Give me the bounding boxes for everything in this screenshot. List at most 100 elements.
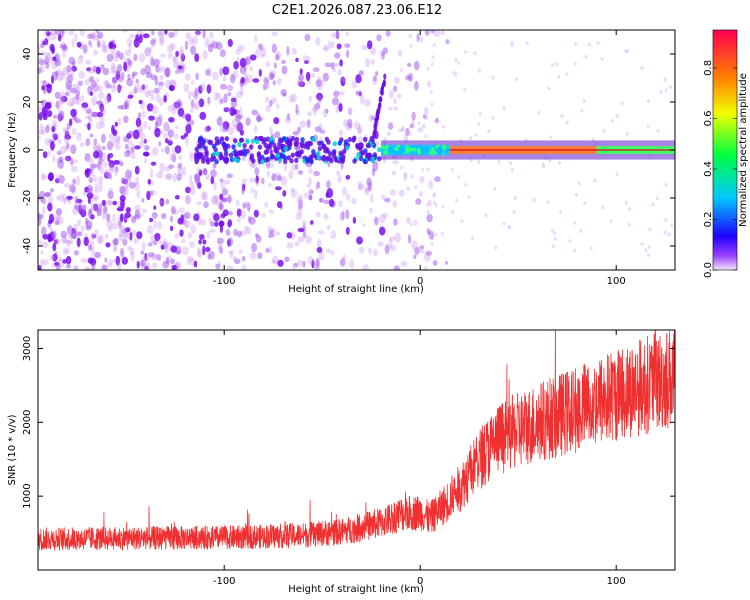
spectrogram-noise-blob xyxy=(271,173,277,181)
spectrogram-noise-blob xyxy=(185,186,191,194)
spectrogram-noise-blob xyxy=(237,121,243,132)
spectrogram-noise-blob xyxy=(99,166,104,175)
spectrogram-noise-blob xyxy=(98,234,104,244)
spectrogram-noise-blob xyxy=(69,184,76,193)
spectrogram-noise-blob xyxy=(43,30,49,36)
spectrogram-cluster-blob xyxy=(223,151,229,157)
spectrogram-noise-blob xyxy=(141,83,149,91)
signal-transition-blob xyxy=(430,147,435,152)
spectrogram-cluster-blob xyxy=(343,139,349,145)
spectrogram-cluster-blob xyxy=(223,157,228,163)
spectrogram-cluster-blob xyxy=(344,145,350,151)
spectrogram-noise-blob xyxy=(409,123,415,129)
spectrogram-noise-blob xyxy=(69,118,73,126)
spectrogram-noise-blob xyxy=(200,191,207,201)
spectrogram-noise-blob xyxy=(99,115,105,125)
spectrogram-noise-blob xyxy=(370,59,375,65)
spectrogram-noise-blob xyxy=(65,80,73,90)
spectrogram-noise-blob xyxy=(151,212,158,219)
spectrogram-x-label: Height of straight line (km) xyxy=(288,284,424,295)
spectrogram-noise-blob xyxy=(254,233,259,238)
spectrogram-noise-blob xyxy=(158,141,162,147)
spectrogram-noise-blob xyxy=(276,201,283,209)
spectrogram-noise-blob xyxy=(240,77,245,85)
spectrogram-noise-blob xyxy=(87,85,93,95)
spectrogram-noise-blob xyxy=(245,56,251,66)
spectrogram-faint-blob xyxy=(497,159,501,164)
spectrogram-noise-blob xyxy=(196,167,201,174)
spectrogram-noise-blob xyxy=(49,43,55,52)
spectrogram-noise-blob xyxy=(103,45,109,54)
spectrogram-noise-blob xyxy=(95,66,101,75)
spectrogram-noise-blob xyxy=(164,145,170,155)
spectrogram-faint-blob xyxy=(625,131,629,136)
spectrogram-cluster-blob xyxy=(203,145,208,151)
spectrogram-cluster-blob xyxy=(249,153,255,159)
spectrogram-noise-blob xyxy=(415,198,422,205)
spectrogram-cluster-blob xyxy=(214,140,219,146)
spectrogram-noise-blob xyxy=(202,50,208,60)
spectrogram-noise-blob xyxy=(227,38,233,48)
spectrogram-noise-blob xyxy=(183,83,190,92)
spectrogram-faint-blob xyxy=(551,244,555,249)
spectrogram-faint-blob xyxy=(478,111,482,116)
spectrogram-noise-blob xyxy=(356,236,363,245)
spectrogram-noise-blob xyxy=(64,155,69,162)
spectrogram-noise-blob xyxy=(103,205,108,215)
spectrogram-streak-blob xyxy=(378,96,382,103)
spectrogram-noise-blob xyxy=(106,83,112,89)
spectrogram-noise-blob xyxy=(108,259,113,266)
spectrogram-noise-blob xyxy=(208,218,213,223)
spectrogram-noise-blob xyxy=(330,62,336,70)
spectrogram-noise-blob xyxy=(306,183,311,188)
spectrogram-noise-blob xyxy=(185,194,191,205)
spectrogram-noise-blob xyxy=(202,191,209,201)
spectrogram-noise-blob xyxy=(186,256,191,266)
spectrogram-noise-blob xyxy=(63,247,68,256)
spectrogram-noise-blob xyxy=(268,162,274,169)
spectrogram-cluster-blob xyxy=(300,137,305,143)
signal-transition-blob xyxy=(405,149,410,154)
spectrogram-noise-blob xyxy=(246,202,251,212)
spectrogram-noise-blob xyxy=(86,106,92,115)
spectrogram-noise-blob xyxy=(305,235,312,244)
spectrogram-noise-blob xyxy=(337,175,342,183)
spectrogram-noise-blob xyxy=(67,198,72,205)
spectrogram-noise-blob xyxy=(111,258,116,264)
spectrogram-noise-blob xyxy=(60,230,68,239)
spectrogram-noise-blob xyxy=(234,258,241,265)
spectrogram-noise-blob xyxy=(215,41,223,50)
spectrogram-noise-blob xyxy=(116,76,124,83)
spectrogram-cluster-blob xyxy=(260,159,265,165)
spectrogram-noise-blob xyxy=(291,93,297,103)
spectrogram-noise-blob xyxy=(89,43,93,48)
spectrogram-noise-blob xyxy=(266,246,273,254)
spectrogram-noise-blob xyxy=(96,78,100,83)
spectrogram-noise-blob xyxy=(87,196,91,205)
signal-transition-blob xyxy=(384,150,389,155)
spectrogram-noise-blob xyxy=(434,117,440,124)
spectrogram-noise-blob xyxy=(89,166,94,173)
spectrogram-noise-blob xyxy=(188,152,194,158)
spectrogram-noise-blob xyxy=(342,77,347,83)
spectrogram-noise-blob xyxy=(358,91,362,97)
spectrogram-noise-blob xyxy=(275,231,281,236)
spectrogram-noise-blob xyxy=(297,227,305,233)
spectrogram-noise-blob xyxy=(423,266,428,270)
spectrogram-noise-blob xyxy=(159,162,166,173)
spectrogram-cluster-blob xyxy=(308,141,313,147)
spectrogram-faint-blob xyxy=(491,115,495,120)
spectrogram-faint-blob xyxy=(430,102,434,107)
spectrogram-noise-blob xyxy=(268,209,275,214)
spectrogram-noise-blob xyxy=(303,192,311,199)
spectrogram-noise-blob xyxy=(388,106,393,111)
spectrogram-noise-blob xyxy=(318,251,325,261)
spectrogram-noise-blob xyxy=(174,30,178,36)
spectrogram-noise-blob xyxy=(413,219,418,226)
spectrogram-noise-blob xyxy=(97,91,105,100)
spectrogram-noise-blob xyxy=(244,225,250,231)
spectrogram-noise-blob xyxy=(114,135,121,143)
spectrogram-cluster-blob xyxy=(269,136,274,142)
spectrogram-noise-blob xyxy=(176,99,182,108)
